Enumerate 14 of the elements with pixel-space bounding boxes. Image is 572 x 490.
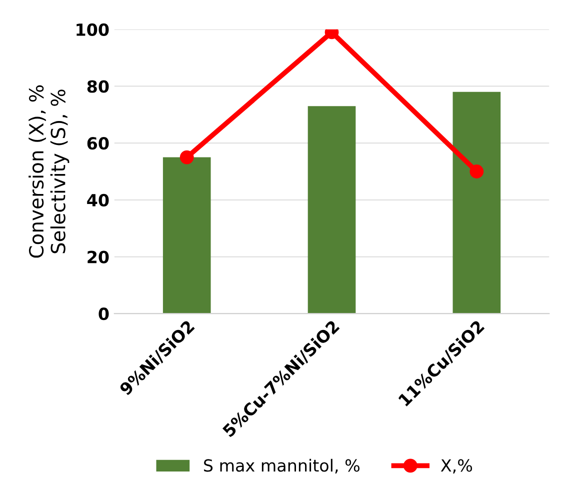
legend-label: S max mannitol, % [204,458,360,474]
legend-label: X,% [440,459,472,474]
bar [162,157,211,314]
bar [452,92,501,314]
y-tick-label: 60 [87,137,109,150]
y-tick-label: 0 [98,308,109,320]
point [180,150,194,164]
y-tick-label: 80 [87,80,109,93]
y-tick-label: 40 [87,194,109,206]
y-tick-label: 20 [88,250,109,264]
y-tick-label: 100 [76,23,109,36]
point [470,164,484,178]
bar [308,106,356,314]
y-axis-title: Conversion (X), % Selectivity (S), % [28,85,70,258]
